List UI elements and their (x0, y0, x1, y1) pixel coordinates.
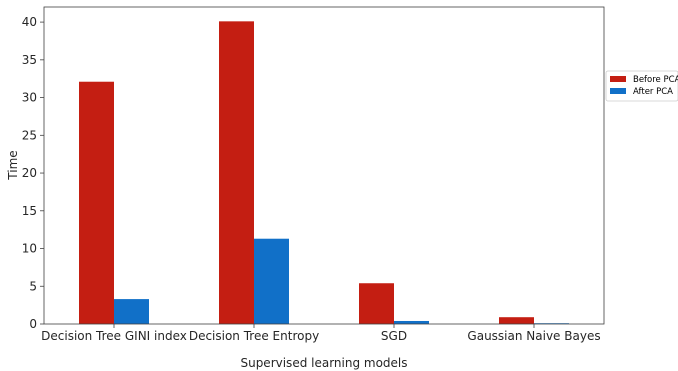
x-axis-label: Supervised learning models (240, 356, 407, 370)
y-tick-label: 0 (29, 317, 37, 331)
y-axis-ticks: 0 5 10 15 20 25 30 35 40 (22, 15, 44, 331)
plot-frame (43, 6, 605, 325)
bar-after-pca-2 (394, 320, 429, 324)
y-tick-label: 10 (22, 242, 37, 256)
y-tick-label: 15 (22, 204, 37, 218)
x-tick-label: Decision Tree Entropy (189, 329, 319, 343)
y-tick-label: 30 (22, 91, 37, 105)
y-tick-label: 35 (22, 53, 37, 67)
legend: Before PCA After PCA (605, 70, 678, 102)
legend-label: Before PCA (633, 75, 678, 85)
bar-before-pca-0 (79, 81, 114, 324)
legend-label: After PCA (633, 87, 673, 97)
y-tick-label: 40 (22, 15, 37, 29)
y-axis-label: Time (6, 150, 20, 180)
legend-swatch (610, 76, 626, 82)
y-tick-label: 20 (22, 166, 37, 180)
x-tick-label: SGD (381, 329, 407, 343)
bar-before-pca-2 (359, 283, 394, 324)
x-tick-label: Gaussian Naive Bayes (467, 329, 600, 343)
legend-swatch (610, 88, 626, 94)
y-tick-label: 5 (29, 279, 37, 293)
bar-before-pca-3 (499, 317, 534, 324)
bar-after-pca-0 (114, 299, 149, 324)
bar-after-pca-1 (254, 238, 289, 324)
x-tick-label: Decision Tree GINI index (41, 329, 187, 343)
y-tick-label: 25 (22, 128, 37, 142)
x-axis-ticks: Decision Tree GINI index Decision Tree En… (41, 324, 601, 343)
bar-before-pca-1 (219, 21, 254, 324)
bars-group (79, 21, 569, 324)
